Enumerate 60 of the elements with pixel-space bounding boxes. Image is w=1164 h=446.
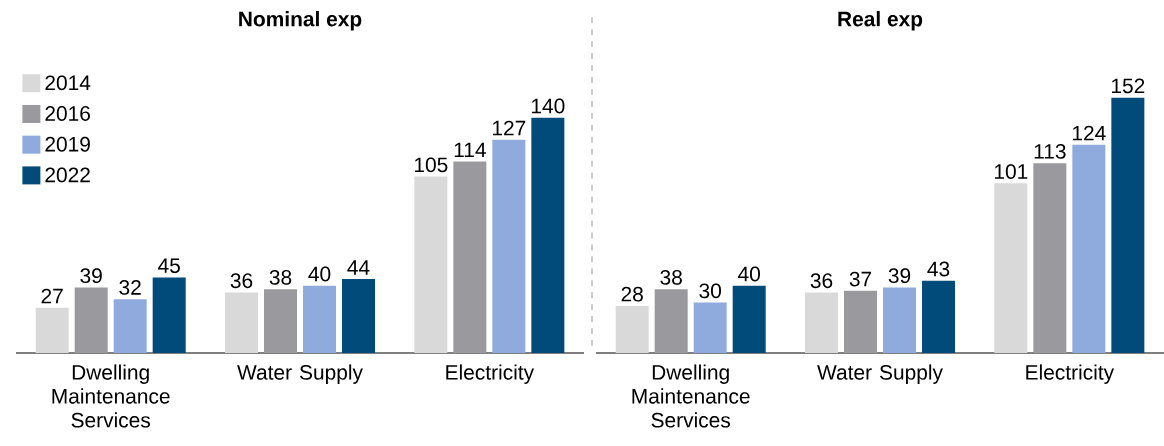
bar [1111, 97, 1145, 353]
data-label: 38 [660, 269, 682, 285]
bar [883, 287, 917, 353]
bar [35, 307, 69, 353]
bar [1072, 144, 1106, 353]
bar [152, 277, 186, 353]
x-tick-label: Water Supply [817, 364, 943, 384]
bar [113, 299, 147, 353]
legend-label: 2016 [45, 106, 90, 121]
data-label: 105 [414, 157, 448, 173]
data-label: 36 [810, 273, 833, 289]
bar [74, 287, 108, 353]
x-tick-label: Electricity [446, 364, 535, 384]
bar [342, 279, 376, 353]
data-label: 40 [308, 266, 331, 282]
bar [1033, 163, 1067, 353]
bar [414, 176, 448, 353]
bar [732, 285, 766, 353]
legend-label: 2019 [45, 136, 90, 152]
bar [844, 290, 878, 353]
data-label: 40 [738, 266, 760, 282]
bar [922, 280, 956, 353]
bar [453, 161, 487, 353]
chart-title: Nominal exp [239, 11, 362, 31]
x-tick-label: Electricity [1026, 364, 1115, 384]
legend-label: 2014 [45, 75, 91, 91]
bar [492, 139, 526, 353]
x-tick-label: Dwelling Maintenance Services [52, 364, 170, 428]
bar [654, 289, 688, 353]
data-label: 127 [492, 120, 526, 136]
data-label: 43 [927, 261, 950, 277]
bar [531, 117, 565, 353]
legend-label: 2022 [45, 167, 90, 183]
data-label: 37 [849, 271, 872, 287]
data-label: 124 [1073, 125, 1106, 141]
data-label: 152 [1112, 78, 1145, 94]
data-label: 30 [699, 283, 721, 299]
x-tick-label: Water Supply [237, 364, 363, 384]
data-label: 140 [531, 98, 565, 114]
bar [805, 292, 839, 353]
x-tick-label: Dwelling Maintenance Services [632, 364, 750, 428]
data-label: 27 [41, 288, 63, 304]
data-label: 38 [269, 269, 292, 285]
bar [693, 302, 727, 353]
bar [615, 305, 649, 353]
data-label: 44 [347, 260, 370, 275]
data-label: 32 [119, 280, 141, 295]
chart-title: Real exp [838, 11, 923, 31]
data-label: 36 [230, 273, 253, 289]
data-label: 113 [1034, 143, 1066, 159]
bar [264, 289, 298, 353]
data-label: 45 [158, 258, 180, 274]
data-label: 39 [888, 268, 911, 284]
bar [225, 292, 259, 353]
data-label: 39 [80, 268, 102, 284]
bar [303, 285, 337, 353]
bar [994, 183, 1028, 353]
data-label: 101 [994, 164, 1028, 179]
data-label: 28 [621, 286, 643, 302]
data-label: 114 [454, 142, 486, 158]
